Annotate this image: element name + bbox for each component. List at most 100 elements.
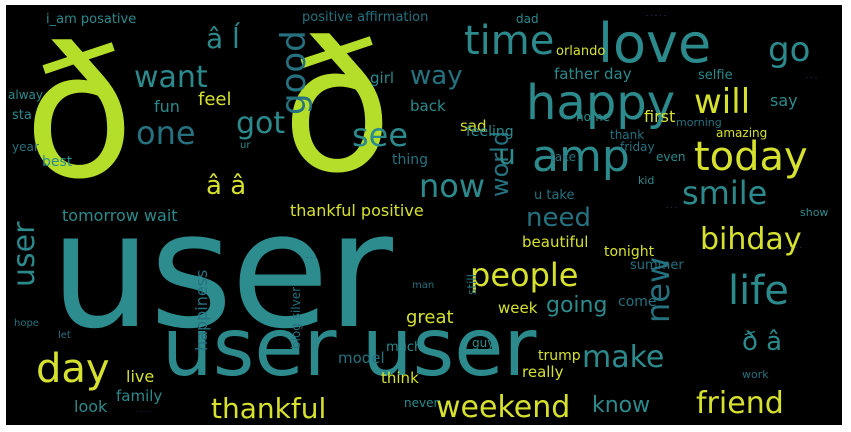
word: sta [12, 108, 32, 123]
word: great [406, 307, 454, 328]
word: thankful positive [290, 201, 424, 220]
word: summer [630, 258, 684, 273]
word: u take [534, 188, 575, 203]
word: take [550, 150, 576, 164]
word: selfie [698, 68, 733, 83]
word: â ĺ [206, 22, 240, 55]
word: people [470, 256, 579, 294]
word: say [770, 91, 798, 110]
word: beautiful [522, 233, 589, 251]
word: best [42, 154, 73, 170]
word: still [465, 274, 479, 295]
word: kid [638, 174, 655, 187]
word-cloud: user ð ð user user love happy amp time t… [6, 5, 842, 425]
word: see [352, 116, 409, 154]
word: life [728, 268, 789, 314]
word: live [126, 367, 155, 386]
word: user user [162, 301, 537, 394]
word: positive affirmation [302, 10, 429, 25]
filler-word: · · · [116, 12, 128, 20]
word: think [381, 369, 419, 387]
word: really [522, 363, 564, 381]
word: even [656, 150, 686, 164]
word: first [644, 107, 676, 126]
word: day [36, 346, 110, 392]
word: amazing [716, 126, 768, 140]
word: back [410, 97, 446, 115]
filler-word: · · · · [136, 408, 152, 416]
word: go [768, 30, 811, 70]
word: model [338, 349, 385, 367]
word: alway [8, 88, 43, 102]
word: girl [370, 69, 395, 87]
word: friend [696, 386, 784, 421]
word: need [526, 203, 591, 233]
word: thing [392, 152, 429, 168]
word: tomorrow wait [62, 206, 178, 225]
word: home [576, 110, 611, 124]
filler-word: · · · [806, 74, 818, 82]
filler-word: · · · [666, 204, 678, 212]
word: good [274, 30, 314, 115]
word: let [58, 330, 71, 341]
word: ð [282, 5, 393, 213]
word: bihday [700, 222, 802, 257]
word: happy [526, 75, 676, 131]
filler-word: · · · · · [646, 12, 667, 20]
filler-word: · · · · [16, 244, 32, 252]
word: year [12, 140, 39, 154]
word: weekend [436, 390, 571, 425]
word: tonight [604, 244, 655, 260]
word: i_am posative [46, 12, 137, 27]
word: ð â [742, 327, 783, 357]
word: amp [532, 131, 630, 182]
word: smile [682, 174, 768, 212]
word: today [694, 134, 808, 180]
word: happiness [192, 269, 211, 351]
word: â â [206, 171, 247, 201]
word: got [236, 106, 286, 141]
word: feel [198, 89, 232, 110]
word: ð [24, 10, 135, 219]
word: look [74, 397, 108, 416]
word: now [419, 167, 486, 205]
word: friday [620, 140, 655, 154]
word: much [386, 340, 423, 355]
word: user [50, 177, 393, 364]
word: want [134, 60, 208, 95]
word: morning [676, 116, 722, 129]
word: sad [460, 117, 487, 135]
word: trump [538, 348, 581, 364]
word: know [592, 393, 651, 418]
word: family [116, 387, 163, 405]
word: orlando [556, 44, 606, 59]
word: guy [472, 336, 495, 350]
word: time [464, 18, 555, 64]
word: u [498, 138, 516, 171]
word: man [412, 280, 435, 291]
word: blog silver [289, 286, 303, 349]
word: way [410, 61, 463, 91]
filler-word: · · · [306, 254, 318, 262]
word: work [742, 368, 769, 381]
word: thankful [211, 392, 327, 425]
word: fun [154, 97, 180, 116]
word: father day [554, 65, 632, 83]
word: dad [516, 12, 539, 26]
word: one [136, 114, 196, 152]
word: will [694, 82, 751, 122]
word: show [800, 206, 829, 219]
word: hope [14, 318, 39, 329]
word: user [7, 221, 42, 287]
word: make [582, 340, 665, 375]
word: ur [240, 140, 251, 151]
word: week [498, 299, 538, 317]
word: going [546, 293, 608, 318]
word: never [404, 396, 439, 410]
filler-word: · · · · [786, 244, 802, 252]
word: thank [610, 128, 645, 142]
word: love [598, 12, 712, 75]
word: come [618, 294, 657, 310]
word: feeling [466, 124, 514, 140]
